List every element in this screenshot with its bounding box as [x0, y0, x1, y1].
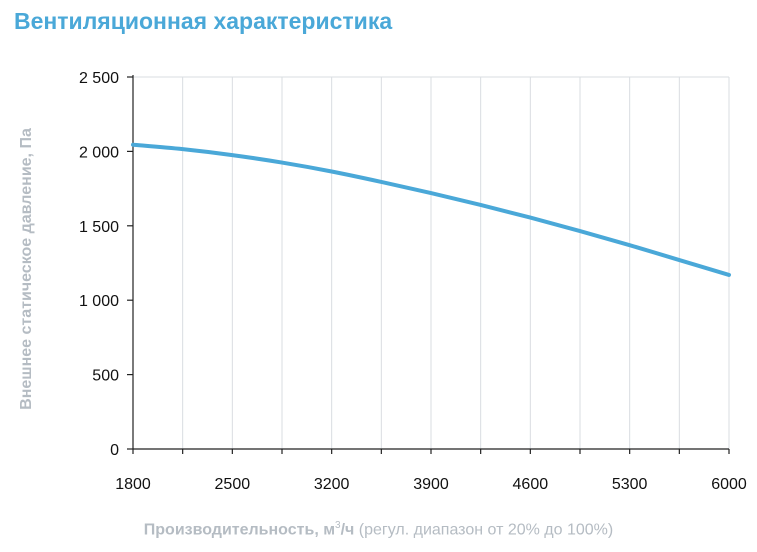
x-axis-label-sup: 3 — [335, 520, 341, 531]
y-axis-label: Внешнее статическое давление, Па — [18, 128, 35, 410]
x-tick-label-6: 6000 — [711, 476, 747, 493]
y-tick-label-0: 0 — [110, 442, 119, 459]
x-tick-label-0: 1800 — [115, 476, 151, 493]
y-tick-label-3: 1 500 — [79, 219, 119, 236]
y-tick-label-5: 2 500 — [79, 70, 119, 87]
grid — [133, 76, 730, 449]
x-tick-label-5: 5300 — [612, 476, 648, 493]
x-axis-label: Производительность, м3/ч (регул. диапазо… — [0, 520, 757, 539]
y-tick-labels: 0 500 1 000 1 500 2 000 2 500 — [79, 70, 119, 459]
x-axis-label-main: Производительность, м — [143, 521, 336, 539]
series-line-0 — [131, 142, 731, 277]
x-tick-label-3: 3900 — [413, 476, 449, 493]
x-tick-label-1: 2500 — [215, 476, 251, 493]
axes — [127, 75, 730, 454]
x-axis-label-note: (регул. диапазон от 20% до 100%) — [354, 521, 614, 539]
y-tick-label-2: 1 000 — [79, 293, 119, 310]
x-tick-label-2: 3200 — [314, 476, 350, 493]
x-tick-labels: 1800 2500 3200 3900 4600 5300 6000 — [115, 476, 747, 493]
series-lines — [131, 142, 731, 277]
x-axis-label-unit: /ч — [340, 521, 355, 539]
x-tick-label-4: 4600 — [513, 476, 549, 493]
chart-title: Вентиляционная характеристика — [14, 8, 393, 34]
y-tick-label-4: 2 000 — [79, 144, 119, 161]
y-tick-label-1: 500 — [92, 368, 119, 385]
